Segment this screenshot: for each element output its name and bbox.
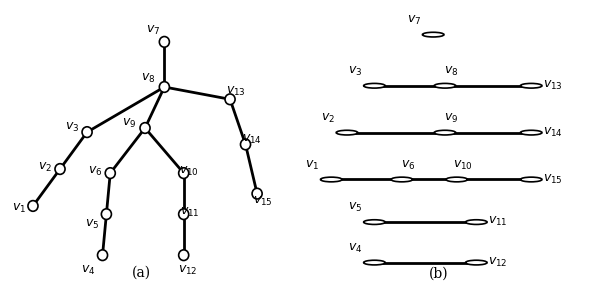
Text: $v_{4}$: $v_{4}$ [348, 242, 363, 255]
Circle shape [179, 209, 189, 220]
Text: $v_{12}$: $v_{12}$ [178, 264, 197, 277]
Text: $v_{14}$: $v_{14}$ [242, 133, 262, 146]
Text: $v_{3}$: $v_{3}$ [348, 65, 363, 78]
Circle shape [55, 164, 65, 174]
Text: $v_{14}$: $v_{14}$ [543, 126, 563, 139]
Circle shape [240, 139, 250, 150]
Text: $v_{3}$: $v_{3}$ [65, 120, 79, 134]
Circle shape [423, 32, 444, 37]
Text: $v_{8}$: $v_{8}$ [141, 72, 155, 85]
Circle shape [434, 83, 456, 88]
Text: $v_{9}$: $v_{9}$ [443, 112, 458, 125]
Circle shape [179, 250, 189, 261]
Text: $v_{5}$: $v_{5}$ [349, 201, 363, 214]
Circle shape [363, 260, 385, 265]
Text: $v_{4}$: $v_{4}$ [81, 264, 95, 277]
Text: $v_{1}$: $v_{1}$ [12, 201, 27, 214]
Circle shape [105, 168, 115, 178]
Text: $v_{10}$: $v_{10}$ [179, 165, 200, 178]
Circle shape [252, 188, 262, 199]
Circle shape [225, 94, 235, 104]
Circle shape [520, 83, 542, 88]
Text: (b): (b) [429, 267, 449, 281]
Circle shape [98, 250, 108, 261]
Circle shape [336, 130, 358, 135]
Text: $v_{6}$: $v_{6}$ [88, 165, 103, 178]
Text: $v_{6}$: $v_{6}$ [401, 159, 415, 172]
Text: $v_{5}$: $v_{5}$ [85, 218, 99, 231]
Text: (a): (a) [131, 266, 151, 280]
Text: $v_{10}$: $v_{10}$ [453, 159, 472, 172]
Circle shape [159, 37, 169, 47]
Text: $v_{1}$: $v_{1}$ [305, 159, 320, 172]
Circle shape [446, 177, 468, 182]
Circle shape [82, 127, 92, 137]
Circle shape [465, 260, 487, 265]
Text: $v_{2}$: $v_{2}$ [321, 112, 335, 125]
Circle shape [434, 130, 456, 135]
Circle shape [363, 83, 385, 88]
Text: $v_{15}$: $v_{15}$ [543, 172, 563, 186]
Circle shape [320, 177, 342, 182]
Circle shape [391, 177, 413, 182]
Text: $v_{7}$: $v_{7}$ [146, 24, 160, 37]
Circle shape [520, 177, 542, 182]
Text: $v_{2}$: $v_{2}$ [38, 160, 52, 174]
Text: $v_{11}$: $v_{11}$ [179, 206, 200, 219]
Text: $v_{12}$: $v_{12}$ [488, 255, 508, 269]
Text: $v_{7}$: $v_{7}$ [407, 14, 422, 27]
Text: $v_{9}$: $v_{9}$ [122, 117, 136, 130]
Circle shape [363, 220, 385, 224]
Text: $v_{13}$: $v_{13}$ [543, 79, 563, 92]
Text: $v_{13}$: $v_{13}$ [226, 85, 246, 98]
Circle shape [159, 82, 169, 92]
Text: $v_{11}$: $v_{11}$ [488, 215, 508, 228]
Circle shape [465, 220, 487, 224]
Circle shape [28, 201, 38, 211]
Text: $v_{15}$: $v_{15}$ [253, 195, 273, 208]
Circle shape [179, 168, 189, 178]
Circle shape [140, 123, 150, 133]
Text: $v_{8}$: $v_{8}$ [443, 65, 458, 78]
Circle shape [520, 130, 542, 135]
Circle shape [101, 209, 111, 220]
